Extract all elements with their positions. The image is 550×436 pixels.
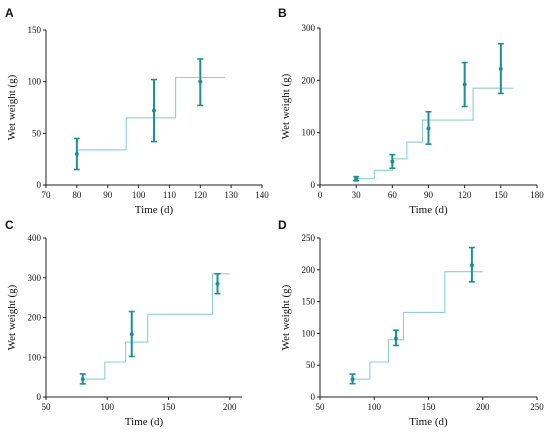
step-growth-line	[352, 271, 483, 380]
x-axis-title: Time (d)	[409, 204, 448, 216]
x-tick-label: 200	[223, 402, 237, 412]
y-tick-label: 200	[302, 75, 316, 85]
data-point	[390, 159, 395, 164]
y-tick-label: 0	[311, 392, 316, 402]
x-tick-label: 80	[72, 190, 82, 200]
data-point	[215, 281, 220, 286]
x-tick-label: 140	[255, 190, 269, 200]
x-axis-title: Time (d)	[409, 416, 448, 428]
chart-panel-a: A 70 80 90 100 110 120 130 140 0 50 100 150 Time (d) W…	[5, 6, 269, 216]
data-point	[198, 79, 203, 84]
data-point	[350, 377, 355, 382]
data-point	[426, 126, 431, 131]
data-point	[354, 176, 359, 181]
panel-label: D	[278, 218, 287, 232]
y-tick-label: 200	[28, 313, 42, 323]
y-tick-label: 250	[302, 233, 316, 243]
x-tick-label: 100	[132, 190, 146, 200]
x-tick-label: 50	[42, 402, 52, 412]
y-tick-label: 100	[302, 328, 316, 338]
data-point	[80, 377, 85, 382]
data-point	[393, 336, 398, 341]
panel-label: A	[5, 6, 14, 20]
data-point	[469, 263, 474, 268]
data-point	[74, 152, 79, 156]
x-tick-label: 90	[424, 190, 434, 200]
step-growth-line	[356, 87, 513, 180]
y-tick-label: 0	[311, 180, 316, 190]
data-point	[152, 108, 156, 113]
x-tick-label: 110	[163, 190, 177, 200]
x-axis-title: Time (d)	[125, 416, 164, 428]
y-axis-title: Wet weight (g)	[6, 74, 18, 140]
chart-panel-b: B 0 30 60 90 120 150 180 0 100 200 300 Time (d) Wet w…	[278, 6, 544, 216]
y-tick-label: 0	[37, 180, 42, 190]
x-tick-label: 120	[458, 190, 472, 200]
x-tick-label: 30	[352, 190, 362, 200]
y-tick-label: 200	[302, 265, 316, 275]
x-tick-label: 180	[530, 190, 544, 200]
panel-label: B	[278, 6, 287, 20]
x-tick-label: 60	[388, 190, 398, 200]
step-growth-line	[76, 76, 225, 151]
y-axis-title: Wet weight (g)	[6, 284, 18, 350]
panel-label: C	[5, 218, 14, 232]
y-tick-label: 100	[28, 352, 42, 362]
y-tick-label: 0	[37, 392, 42, 402]
y-tick-label: 300	[302, 23, 316, 33]
x-tick-label: 0	[318, 190, 323, 200]
x-tick-label: 90	[103, 190, 113, 200]
y-tick-label: 150	[28, 25, 42, 35]
x-axis-title: Time (d)	[135, 204, 174, 216]
y-tick-label: 400	[28, 233, 42, 243]
x-tick-label: 200	[476, 402, 490, 412]
y-axis-title: Wet weight (g)	[280, 284, 292, 350]
y-axis-title: Wet weight (g)	[280, 73, 292, 139]
y-tick-label: 50	[306, 360, 316, 370]
y-tick-label: 150	[302, 297, 316, 307]
x-tick-label: 250	[530, 402, 544, 412]
x-tick-label: 150	[494, 190, 508, 200]
x-tick-label: 70	[42, 190, 52, 200]
chart-panel-c: C 50 100 150 200 0 100 200 300 400 Time (d) Wet wei…	[5, 218, 242, 428]
data-point	[462, 82, 467, 87]
step-growth-line	[82, 273, 230, 380]
y-tick-label: 50	[32, 128, 42, 138]
x-tick-label: 150	[162, 402, 176, 412]
x-tick-label: 130	[224, 190, 238, 200]
data-point	[129, 332, 134, 337]
data-point	[498, 66, 503, 71]
x-tick-label: 120	[194, 190, 208, 200]
y-tick-label: 100	[302, 128, 316, 138]
y-tick-label: 300	[28, 273, 42, 283]
x-tick-label: 100	[368, 402, 382, 412]
x-tick-label: 100	[101, 402, 115, 412]
x-tick-label: 150	[422, 402, 436, 412]
y-tick-label: 100	[28, 77, 42, 87]
x-tick-label: 50	[316, 402, 326, 412]
